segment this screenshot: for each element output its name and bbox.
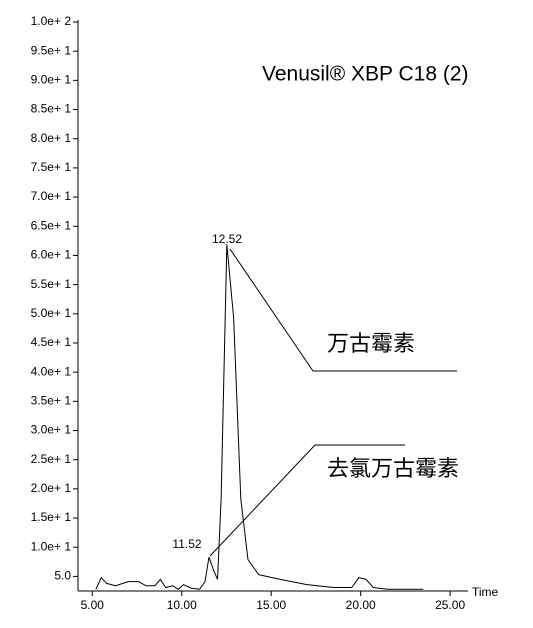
trace-line [95,244,424,590]
y-tick-label: 2.5e+ 1 [31,452,72,466]
y-tick-label: 5.5e+ 1 [31,277,72,291]
y-tick-label: 3.5e+ 1 [31,394,72,408]
compound-label: 万古霉素 [327,331,415,356]
x-axis-label: Time [472,585,499,599]
y-tick-label: 3.0e+ 1 [31,423,72,437]
y-tick-label: 6.0e+ 1 [31,248,72,262]
peak-label: 12.52 [212,232,242,246]
y-tick-label: 9.0e+ 1 [31,73,72,87]
y-tick-label: 2.0e+ 1 [31,481,72,495]
y-tick-label: 8.0e+ 1 [31,131,72,145]
y-tick-label: 9.5e+ 1 [31,43,72,57]
y-tick-label: 7.5e+ 1 [31,160,72,174]
peak-label: 11.52 [172,537,201,551]
x-tick-label: 15.00 [256,598,286,612]
y-tick-label: 7.0e+ 1 [31,189,72,203]
chart-title: Venusil® XBP C18 (2) [262,63,469,86]
y-tick-label: 4.0e+ 1 [31,364,72,378]
y-tick-label: 1.0e+ 2 [31,14,72,28]
y-tick-label: 1.0e+ 1 [31,539,72,553]
x-tick-label: 20.00 [346,598,376,612]
x-tick-label: 5.00 [81,598,105,612]
x-tick-label: 10.00 [167,598,197,612]
callout-line [209,444,405,557]
y-tick-label: 5.0e+ 1 [31,306,72,320]
x-tick-label: 25.00 [435,598,465,612]
compound-label: 去氯万古霉素 [327,456,459,481]
y-tick-label: 4.5e+ 1 [31,335,72,349]
y-tick-label: 6.5e+ 1 [31,218,72,232]
callout-line [229,248,457,372]
y-tick-label: 8.5e+ 1 [31,102,72,116]
y-tick-label: 5.0 [54,569,71,583]
y-tick-label: 1.5e+ 1 [31,510,72,524]
